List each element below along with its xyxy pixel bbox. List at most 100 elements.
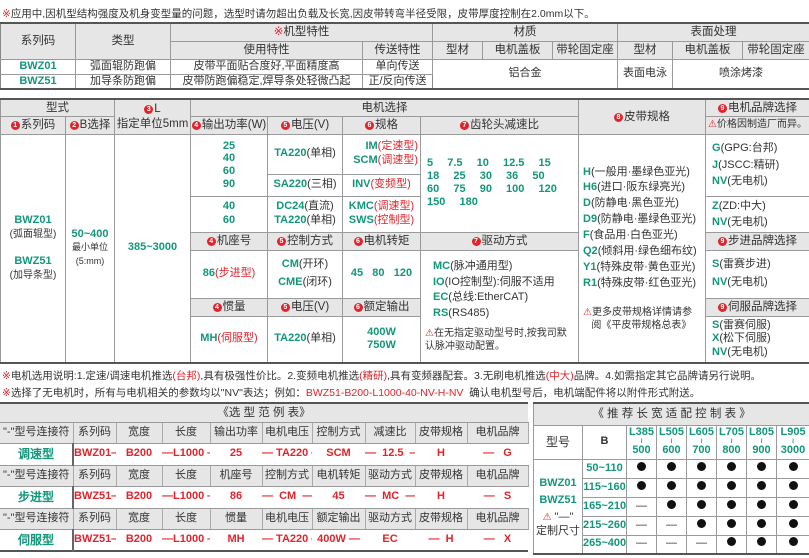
option-desc: (特殊皮带·红色亚光)	[597, 277, 697, 290]
column-header: 系列码	[73, 507, 117, 530]
example-value: — TA220 —	[262, 529, 312, 552]
length-min: L905	[780, 426, 806, 439]
range-tilde: ≀	[700, 438, 703, 445]
fit-cell	[686, 515, 717, 536]
table-row: BWZ01 弧面辊防跑偏 皮带平面贴合度好,平面精度高 单向传送 铝合金 表面电泳 喷涂烤漆	[0, 58, 809, 90]
belt-list: H(一般用·墨绿色亚光) H6(进口·阪东绿亮光) D(防静电·黑色亚光) D9(防静…	[583, 165, 705, 293]
option-desc: (倾斜用·绿色细布纹)	[597, 245, 697, 258]
dash-icon: —	[666, 518, 677, 531]
spec-a: IM(定速型) SCM(调速型)	[342, 133, 421, 175]
header-inertia: 4 惯量	[190, 297, 268, 317]
dot-icon	[667, 480, 676, 490]
column-header: 电机品牌	[467, 507, 529, 530]
recommend-row: 265~400 — — —	[534, 534, 809, 555]
dot-icon	[637, 461, 646, 471]
fit-cell	[686, 458, 717, 479]
header-material: 材质	[432, 22, 619, 42]
column-header: 长度	[162, 421, 211, 444]
option-desc: (JSCC:精研)	[718, 158, 780, 171]
column-header: 宽度	[116, 464, 163, 487]
length-range-header: L705 ≀ 800	[716, 424, 747, 460]
header-cover: 电机盖板	[672, 40, 744, 60]
option-desc: (一般用·墨绿色亚光)	[590, 165, 690, 178]
option-desc: (防静电·黑色亚光)	[590, 197, 679, 210]
header-cover: 电机盖板	[482, 40, 554, 60]
custom-note: ⚠ "—"	[535, 511, 582, 525]
length-range-header: L385 ≀ 500	[626, 424, 657, 460]
column-header: "-"型号连接符	[0, 421, 74, 444]
brand-option: NV(无电机)	[712, 173, 809, 190]
dot-icon	[697, 518, 706, 528]
dot-icon	[788, 499, 798, 509]
surface-profile: 表面电泳	[617, 58, 674, 90]
drive-option: MC(脉冲通用型)	[433, 259, 578, 274]
option-code: R1	[583, 277, 598, 290]
custom-label: 定制尺寸	[536, 524, 580, 537]
brand-option: J(JSCC:精研)	[712, 157, 809, 174]
length-range-header: L605 ≀ 700	[686, 424, 717, 460]
fit-cell	[626, 458, 657, 479]
column-header: 宽度	[116, 507, 163, 530]
brand-option: S(雷赛步进)	[712, 256, 809, 274]
spec-c: KMC(调速型) SWS(控制型)	[342, 195, 421, 233]
option-desc: (ZD:中大)	[718, 199, 766, 212]
header-frame: 4 机座号	[190, 231, 268, 251]
fit-cell	[746, 458, 777, 479]
dot-icon	[667, 461, 676, 471]
column-header: 电机品牌	[467, 421, 529, 444]
option-code: NV	[712, 175, 728, 188]
header-usage: 使用特性	[170, 40, 363, 60]
column-header: 电机品牌	[467, 464, 529, 487]
example-value: B200	[116, 529, 162, 552]
example-value: — X	[467, 529, 528, 552]
fit-cell: —	[656, 534, 687, 555]
option-code: J	[712, 158, 719, 171]
option-desc: (防静电·墨绿色亚光)	[597, 213, 697, 226]
header-rated: 6 额定输出	[342, 297, 421, 317]
header-surface: 表面处理	[617, 22, 809, 42]
warning-icon: ⚠	[425, 328, 434, 340]
warning-icon: ⚠	[542, 511, 552, 523]
fit-cell	[656, 458, 687, 479]
option-code: X	[712, 332, 720, 345]
model-cell: BWZ01 BWZ51 ⚠ "—" 定制尺寸	[533, 458, 583, 555]
model-code: BWZ51	[539, 494, 577, 506]
example-type-label: 调速型	[0, 443, 74, 466]
selection-table: 型式 3 L 指定单位5mm 电机选择 8 皮带规格 9 电机品牌选择 1 系列码 2 B选择 4 输出功…	[0, 98, 809, 364]
spec-b: INV(变频型)	[342, 173, 421, 197]
drive-cell: MC(脉冲通用型) IO(IO控制型):伺服不适用 EC(总线:EtherCAT) R…	[420, 249, 579, 364]
option-desc: (RS485)	[448, 306, 490, 319]
header-control: 5 控制方式	[267, 231, 343, 251]
column-header: 电机转矩	[312, 464, 366, 487]
length-min: L385	[628, 426, 655, 439]
control: CM(开环) CME(闭环)	[267, 249, 343, 299]
option-code: MC	[433, 260, 451, 273]
option-desc: (无电机)	[727, 216, 768, 228]
fit-cell	[746, 534, 777, 555]
dot-icon	[697, 461, 706, 471]
fit-cell: —	[686, 534, 717, 555]
option-desc: (特殊皮带·黄色亚光)	[596, 261, 696, 274]
header-step-brand: 9 步进品牌选择	[705, 231, 809, 251]
brand-option: NV(无电机)	[712, 346, 809, 360]
material: 铝合金	[432, 58, 619, 90]
dot-icon	[727, 537, 736, 547]
torque: 45 80 120	[342, 249, 421, 299]
length-max: 700	[692, 444, 711, 456]
brand-option: NV(无电机)	[712, 214, 809, 231]
option-code: S	[712, 318, 720, 331]
example-title: 《选 型 范 例 表》	[0, 402, 528, 423]
width-range: 265~400	[582, 534, 627, 555]
fit-cell	[775, 458, 809, 479]
header-model: 型号	[533, 424, 583, 460]
option-desc: (IO控制型):伺服不适用	[444, 275, 555, 288]
column-header: 输出功率	[210, 421, 263, 444]
option-desc: (食品用·白色亚光)	[589, 229, 678, 242]
column-header: 机座号	[210, 464, 263, 487]
column-header: 电机电压	[262, 421, 313, 444]
header-ratio: 7 齿轮头减速比	[420, 115, 579, 135]
dot-icon	[757, 480, 766, 490]
fit-cell	[686, 496, 717, 517]
